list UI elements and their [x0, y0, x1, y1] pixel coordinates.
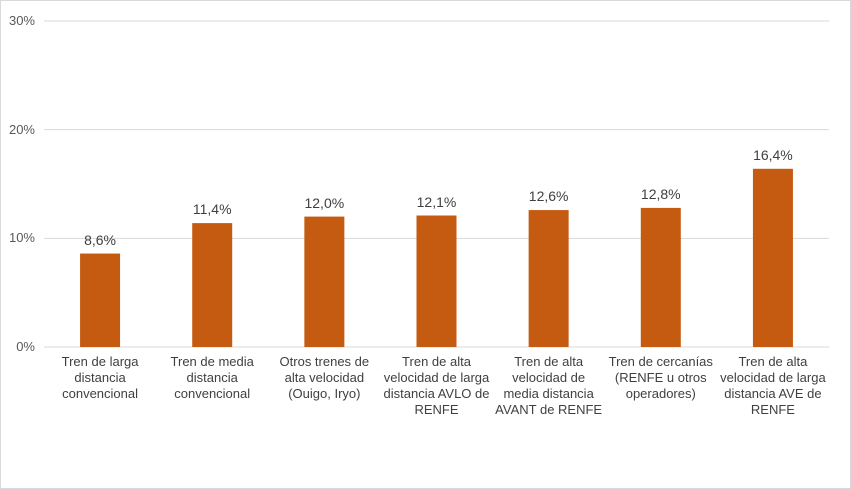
data-label: 16,4%: [753, 146, 793, 163]
bar: [304, 216, 345, 347]
x-tick-label: Tren de alta velocidad de media distanci…: [495, 354, 603, 417]
data-label: 12,6%: [528, 188, 569, 205]
bar: [752, 168, 793, 347]
bar: [192, 223, 233, 347]
y-tick-label: 10%: [8, 230, 35, 246]
data-label: 11,4%: [192, 201, 232, 218]
bar: [528, 210, 569, 347]
y-tick-label: 30%: [8, 13, 35, 28]
bar: [416, 215, 457, 347]
data-label: 12,0%: [304, 194, 345, 211]
y-tick-label: 20%: [8, 121, 35, 137]
bar: [640, 207, 681, 347]
x-tick-label: Otros trenes de alta velocidad (Ouigo, I…: [279, 354, 370, 401]
x-tick-label: Tren de alta velocidad de larga distanci…: [383, 354, 490, 417]
x-tick-label: Tren de larga distancia convencional: [61, 354, 139, 401]
y-tick-label: 0%: [16, 339, 35, 354]
data-label: 8,6%: [84, 231, 117, 248]
data-label: 12,8%: [640, 185, 681, 202]
x-tick-label: Tren de cercanías (RENFE u otros operado…: [608, 354, 713, 401]
bar: [80, 253, 121, 347]
x-tick-label: Tren de alta velocidad de larga distanci…: [720, 354, 826, 417]
data-label: 12,1%: [416, 193, 457, 210]
x-tick-label: Tren de media distancia convencional: [170, 354, 254, 401]
